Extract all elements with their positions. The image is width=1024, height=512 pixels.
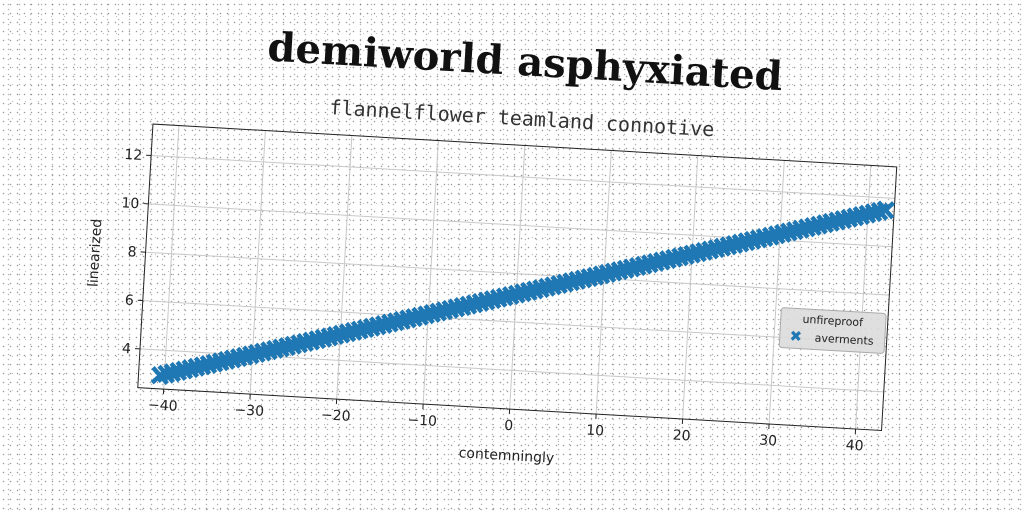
x-grid-line — [422, 140, 439, 405]
x-tick-label: 30 — [759, 432, 778, 449]
x-tick-label: 40 — [845, 437, 864, 454]
y-tick-label: 8 — [127, 244, 137, 260]
y-tick-label: 10 — [121, 195, 140, 212]
x-grid-line — [682, 155, 699, 420]
y-axis-label: linearized — [85, 218, 105, 287]
y-axis-ticks: 4 6 8 10 12 — [121, 147, 152, 357]
chart-title: demiworld asphyxiated — [266, 24, 784, 101]
x-tick-label: −40 — [148, 397, 178, 415]
legend-entry-label: averments — [814, 332, 874, 348]
y-tick-label: 12 — [124, 147, 143, 164]
x-tick-label: −20 — [320, 407, 350, 425]
x-grid-line — [336, 135, 353, 400]
chart-rotated-group: demiworld asphyxiated flannelflower team… — [85, 24, 898, 467]
legend: unfireproof ✖ averments — [778, 307, 887, 354]
y-grid-line — [142, 300, 887, 344]
y-tick-label: 4 — [122, 341, 132, 357]
legend-box — [778, 307, 887, 354]
legend-title: unfireproof — [802, 313, 864, 330]
grid-lines — [139, 125, 895, 430]
chart-subtitle: flannelflower teamland connotive — [329, 95, 715, 141]
legend-marker-x-icon: ✖ — [789, 327, 803, 346]
x-grid-line — [768, 160, 785, 425]
scatter-points — [150, 200, 896, 386]
x-tick-label: −10 — [407, 412, 437, 430]
y-grid-line — [151, 154, 895, 199]
x-tick-label: −30 — [234, 402, 264, 420]
y-grid-line — [145, 251, 890, 296]
x-axis-label: contemningly — [458, 445, 554, 466]
y-tick-label: 6 — [124, 293, 134, 309]
x-tick-label: 0 — [504, 418, 514, 434]
x-tick-label: 10 — [586, 423, 605, 440]
scatter-point — [876, 200, 896, 220]
x-tick-label: 20 — [672, 428, 691, 445]
x-grid-line — [509, 145, 526, 410]
x-grid-line — [163, 125, 180, 390]
x-axis-ticks: −40 −30 −20 −10 0 10 20 30 40 — [148, 389, 864, 454]
